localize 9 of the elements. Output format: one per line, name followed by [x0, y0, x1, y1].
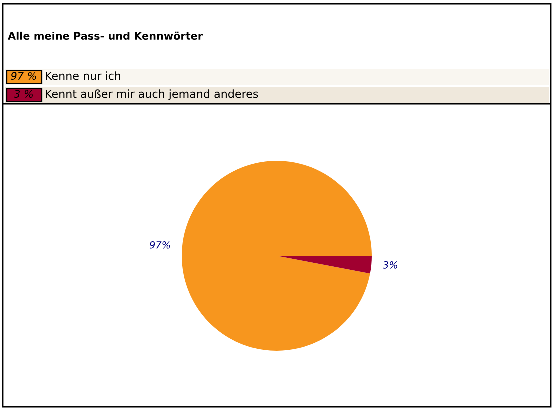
- legend-label: Kennt außer mir auch jemand anderes: [46, 90, 258, 100]
- legend-label: Kenne nur ich: [46, 72, 120, 80]
- data-label: 97%: [150, 241, 170, 249]
- text: 97 %: [11, 72, 36, 80]
- pie-slice: [277, 256, 372, 274]
- data-label: 3%: [382, 261, 398, 269]
- pie-slice: [182, 161, 372, 351]
- chart-title: Alle meine Pass- und Kennwörter: [8, 32, 203, 40]
- text: 3 %: [14, 90, 33, 98]
